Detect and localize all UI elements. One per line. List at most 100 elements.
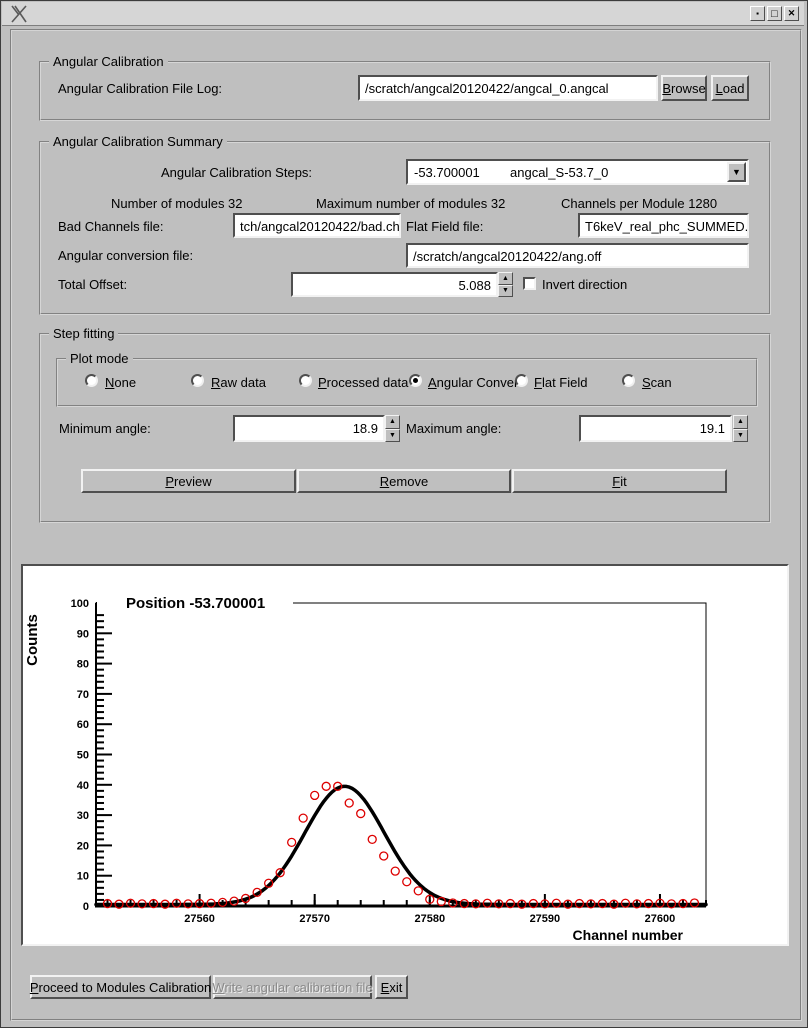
radio-raw-data[interactable] <box>191 374 204 387</box>
groupbox-plot-mode: Plot mode <box>56 351 758 407</box>
radio-flat-field[interactable] <box>515 374 528 387</box>
svg-text:60: 60 <box>77 719 89 731</box>
write-button-label: Write angular calibration file <box>212 979 373 995</box>
client-frame <box>10 29 802 1021</box>
max-angle-input[interactable]: 19.1 <box>579 415 732 442</box>
svg-text:Counts: Counts <box>24 614 41 666</box>
file-log-input[interactable]: /scratch/angcal20120422/angcal_0.angcal <box>358 75 658 101</box>
bad-channels-input[interactable]: tch/angcal20120422/bad.chan <box>233 213 401 238</box>
radio-processed-data[interactable] <box>299 374 312 387</box>
steps-name-value: angcal_S-53.7_0 <box>510 165 609 180</box>
angular-conversion-label: Angular conversion file: <box>58 248 194 263</box>
radio-angular-conversion[interactable] <box>409 374 422 387</box>
max-modules-text: Maximum number of modules 32 <box>316 196 506 211</box>
groupbox-title: Step fitting <box>49 326 119 341</box>
svg-text:27590: 27590 <box>530 913 561 925</box>
preview-button[interactable]: Preview <box>81 469 296 493</box>
total-offset-input[interactable]: 5.088 <box>291 272 498 297</box>
write-angular-calibration-button: Write angular calibration file <box>212 975 373 999</box>
steps-label: Angular Calibration Steps: <box>161 165 313 180</box>
preview-button-label: Preview <box>165 473 212 489</box>
fit-button-label: Fit <box>612 473 627 489</box>
browse-button-label: Browse <box>662 80 706 96</box>
flat-field-input[interactable]: T6keV_real_phc_SUMMED.rav <box>578 213 749 238</box>
svg-text:0: 0 <box>83 901 89 913</box>
groupbox-title: Plot mode <box>66 351 133 366</box>
svg-text:70: 70 <box>77 689 89 701</box>
radio-angular-conversion-label[interactable]: Angular Conver <box>428 375 519 390</box>
combobox-dropdown-button[interactable]: ▼ <box>727 162 746 182</box>
load-button[interactable]: Load <box>711 75 749 101</box>
spin-down-button[interactable]: ▼ <box>385 428 400 442</box>
exit-button-label: Exit <box>380 979 403 995</box>
close-icon: ✕ <box>787 8 796 18</box>
radio-scan-label[interactable]: Scan <box>642 375 672 390</box>
bad-channels-label: Bad Channels file: <box>58 219 164 234</box>
remove-button[interactable]: Remove <box>297 469 511 493</box>
steps-position-value: -53.700001 <box>414 165 480 180</box>
invert-direction-label: Invert direction <box>542 277 628 292</box>
titlebar[interactable]: ▪ □ ✕ <box>2 2 804 26</box>
close-button[interactable]: ✕ <box>784 6 799 21</box>
svg-text:27580: 27580 <box>414 913 445 925</box>
svg-text:Channel number: Channel number <box>573 927 684 943</box>
load-button-label: Load <box>715 80 745 96</box>
file-log-label: Angular Calibration File Log: <box>58 81 223 96</box>
proceed-modules-calibration-button[interactable]: Proceed to Modules Calibration <box>30 975 211 999</box>
proceed-button-label: Proceed to Modules Calibration <box>29 979 212 995</box>
groupbox-angular-calibration: Angular Calibration <box>39 54 771 121</box>
exit-button[interactable]: Exit <box>375 975 408 999</box>
triangle-up-icon: ▲ <box>502 274 509 282</box>
modules-count-text: Number of modules 32 <box>111 196 243 211</box>
invert-direction-checkbox[interactable] <box>523 277 536 290</box>
browse-button[interactable]: Browse <box>661 75 707 101</box>
total-offset-label: Total Offset: <box>58 277 128 292</box>
svg-text:Position -53.700001: Position -53.700001 <box>126 595 265 612</box>
svg-text:30: 30 <box>77 810 89 822</box>
angular-conversion-input[interactable]: /scratch/angcal20120422/ang.off <box>406 243 749 268</box>
chevron-down-icon: ▼ <box>732 167 741 177</box>
calibration-plot: 0 10 20 30 40 50 60 70 80 90 100 27560 27570 27580 275… <box>24 593 708 943</box>
spin-up-button[interactable]: ▲ <box>385 415 400 429</box>
radio-none-label[interactable]: None <box>105 375 137 390</box>
svg-text:40: 40 <box>77 780 89 792</box>
steps-combobox[interactable]: -53.700001 angcal_S-53.7_0 ▼ <box>406 159 749 185</box>
radio-raw-data-label[interactable]: Raw data <box>211 375 266 390</box>
triangle-down-icon: ▼ <box>737 431 744 439</box>
spin-up-button[interactable]: ▲ <box>733 415 748 429</box>
triangle-down-icon: ▼ <box>502 287 509 295</box>
flat-field-label: Flat Field file: <box>406 219 484 234</box>
min-angle-input[interactable]: 18.9 <box>233 415 385 442</box>
radio-processed-data-label[interactable]: Processed data <box>318 375 409 390</box>
maximize-button[interactable]: □ <box>767 6 782 21</box>
remove-button-label: Remove <box>379 473 429 489</box>
spin-down-button[interactable]: ▼ <box>733 428 748 442</box>
svg-text:27600: 27600 <box>645 913 676 925</box>
groupbox-title: Angular Calibration Summary <box>49 134 227 149</box>
groupbox-title: Angular Calibration <box>49 54 168 69</box>
svg-text:20: 20 <box>77 840 89 852</box>
plot-panel: 0 10 20 30 40 50 60 70 80 90 100 27560 27570 27580 275… <box>21 564 789 946</box>
svg-text:80: 80 <box>77 659 89 671</box>
maximize-icon: □ <box>771 7 778 20</box>
spin-down-button[interactable]: ▼ <box>498 284 513 297</box>
radio-none[interactable] <box>85 374 98 387</box>
spin-up-button[interactable]: ▲ <box>498 272 513 285</box>
max-angle-label: Maximum angle: <box>406 421 502 436</box>
triangle-down-icon: ▼ <box>389 431 396 439</box>
groupbox-step-fitting: Step fitting <box>39 326 771 523</box>
radio-flat-field-label[interactable]: Flat Field <box>534 375 588 390</box>
total-offset-spinner: ▲ ▼ <box>498 272 513 297</box>
triangle-up-icon: ▲ <box>737 418 744 426</box>
svg-text:27560: 27560 <box>184 913 215 925</box>
max-angle-spinner: ▲ ▼ <box>733 415 748 442</box>
fit-button[interactable]: Fit <box>512 469 727 493</box>
min-angle-label: Minimum angle: <box>59 421 151 436</box>
min-angle-spinner: ▲ ▼ <box>385 415 400 442</box>
iconify-icon: ▪ <box>756 9 759 18</box>
triangle-up-icon: ▲ <box>389 418 396 426</box>
groupbox-summary: Angular Calibration Summary <box>39 134 771 315</box>
radio-scan[interactable] <box>622 374 635 387</box>
iconify-button[interactable]: ▪ <box>750 6 765 21</box>
